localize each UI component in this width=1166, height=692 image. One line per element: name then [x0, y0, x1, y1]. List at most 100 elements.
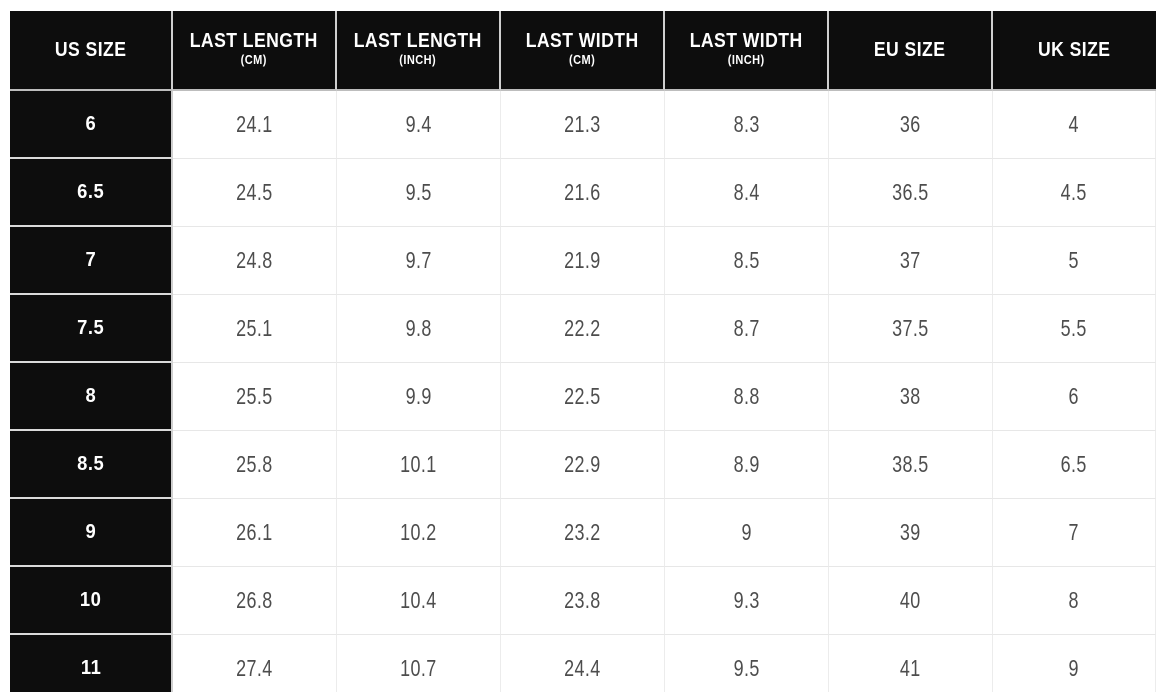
cell-value: 26.1	[236, 519, 273, 545]
value-cell: 6.5	[992, 431, 1156, 499]
cell-value: 10.2	[400, 519, 437, 545]
cell-value: 25.1	[236, 315, 273, 341]
header-cell-eu-size: EU SIZE	[828, 11, 993, 91]
cell-value: 8.3	[733, 111, 760, 137]
cell-value: 25.5	[236, 383, 273, 409]
us-size-value: 10	[79, 588, 102, 611]
table-row-us-7: 7 24.8 9.7 21.9 8.5 37 5	[10, 227, 1156, 295]
cell-value: 36	[899, 111, 921, 137]
value-cell: 8.5	[664, 227, 829, 295]
cell-value: 9	[741, 519, 752, 545]
header-label: US SIZE	[54, 38, 127, 61]
value-cell: 36.5	[828, 159, 993, 227]
header-cell-last-length-inch: LAST LENGTH (INCH)	[337, 11, 502, 91]
cell-value: 10.7	[400, 654, 437, 681]
value-cell: 21.6	[501, 159, 665, 227]
us-size-value: 6	[85, 112, 96, 135]
cell-value: 8.5	[733, 247, 760, 273]
table-row-us-7.5: 7.5 25.1 9.8 22.2 8.7 37.5 5.5	[10, 295, 1156, 363]
header-label: UK SIZE	[1038, 38, 1111, 61]
cell-value: 8	[1068, 587, 1080, 613]
cell-value: 5	[1068, 247, 1080, 273]
value-cell: 9.5	[664, 635, 829, 692]
us-size-value: 11	[80, 657, 101, 679]
cell-value: 4.5	[1060, 179, 1087, 205]
value-cell: 5.5	[992, 295, 1156, 363]
cell-value: 24.8	[236, 247, 273, 273]
value-cell: 37	[828, 227, 993, 295]
header-label: LAST WIDTH (CM)	[525, 30, 639, 67]
us-size-cell: 10	[10, 567, 174, 635]
value-cell: 21.9	[501, 227, 665, 295]
value-cell: 4	[992, 91, 1156, 159]
cell-value: 21.6	[564, 179, 601, 205]
cell-value: 9.8	[405, 315, 432, 341]
value-cell: 7	[992, 499, 1156, 567]
value-cell: 39	[828, 499, 993, 567]
us-size-value: 9	[85, 520, 96, 543]
cell-value: 5.5	[1060, 315, 1087, 341]
value-cell: 21.3	[501, 91, 665, 159]
us-size-cell: 9	[10, 499, 174, 567]
cell-value: 9	[1068, 654, 1080, 681]
us-size-cell: 8	[10, 363, 174, 431]
size-chart-table: US SIZE LAST LENGTH (CM) LAST LENGTH (INCH) L…	[10, 11, 1156, 692]
value-cell: 8	[992, 567, 1156, 635]
cell-value: 8.9	[733, 451, 760, 477]
header-label: LAST LENGTH (INCH)	[354, 30, 483, 67]
value-cell: 36	[828, 91, 993, 159]
cell-value: 21.9	[564, 247, 601, 273]
table-row-us-8.5: 8.5 25.8 10.1 22.9 8.9 38.5 6.5	[10, 431, 1156, 499]
value-cell: 9.4	[337, 91, 502, 159]
value-cell: 22.5	[501, 363, 665, 431]
value-cell: 6	[992, 363, 1156, 431]
header-sublabel: (INCH)	[727, 53, 765, 67]
cell-value: 37.5	[891, 315, 929, 341]
value-cell: 8.4	[664, 159, 829, 227]
value-cell: 9.8	[337, 295, 502, 363]
us-size-value: 6.5	[77, 180, 105, 203]
value-cell: 41	[828, 635, 993, 692]
value-cell: 9.3	[664, 567, 829, 635]
value-cell: 10.4	[337, 567, 502, 635]
cell-value: 8.8	[733, 383, 760, 409]
cell-value: 9.3	[733, 587, 760, 613]
value-cell: 8.7	[664, 295, 829, 363]
value-cell: 9.9	[337, 363, 502, 431]
cell-value: 38	[899, 383, 921, 409]
cell-value: 23.2	[564, 519, 601, 545]
value-cell: 26.8	[173, 567, 338, 635]
value-cell: 9	[992, 635, 1156, 692]
us-size-value: 7.5	[77, 316, 105, 339]
value-cell: 25.1	[173, 295, 338, 363]
cell-value: 9.5	[733, 654, 760, 681]
value-cell: 25.8	[173, 431, 338, 499]
cell-value: 4	[1068, 111, 1080, 137]
value-cell: 8.8	[664, 363, 829, 431]
value-cell: 24.4	[501, 635, 665, 692]
value-cell: 10.2	[337, 499, 502, 567]
table-row-us-6.5: 6.5 24.5 9.5 21.6 8.4 36.5 4.5	[10, 159, 1156, 227]
us-size-value: 7	[85, 248, 96, 271]
cell-value: 22.9	[564, 451, 601, 477]
value-cell: 27.4	[173, 635, 338, 692]
table-row-us-10: 10 26.8 10.4 23.8 9.3 40 8	[10, 567, 1156, 635]
value-cell: 10.7	[337, 635, 502, 692]
cell-value: 8.7	[733, 315, 760, 341]
cell-value: 7	[1068, 519, 1080, 545]
cell-value: 36.5	[891, 179, 929, 205]
cell-value: 24.5	[236, 179, 273, 205]
cell-value: 8.4	[733, 179, 760, 205]
value-cell: 22.2	[501, 295, 665, 363]
us-size-cell: 7	[10, 227, 174, 295]
header-cell-last-width-inch: LAST WIDTH (INCH)	[664, 11, 829, 91]
value-cell: 24.1	[173, 91, 338, 159]
value-cell: 25.5	[173, 363, 338, 431]
cell-value: 22.2	[564, 315, 601, 341]
table-body: 6 24.1 9.4 21.3 8.3 36 4 6.5 24.5 9.5 21.6 8.4 36.5 4…	[10, 91, 1156, 692]
header-sublabel: (INCH)	[399, 53, 437, 67]
cell-value: 23.8	[564, 587, 601, 613]
cell-value: 22.5	[564, 383, 601, 409]
cell-value: 10.1	[400, 451, 437, 477]
